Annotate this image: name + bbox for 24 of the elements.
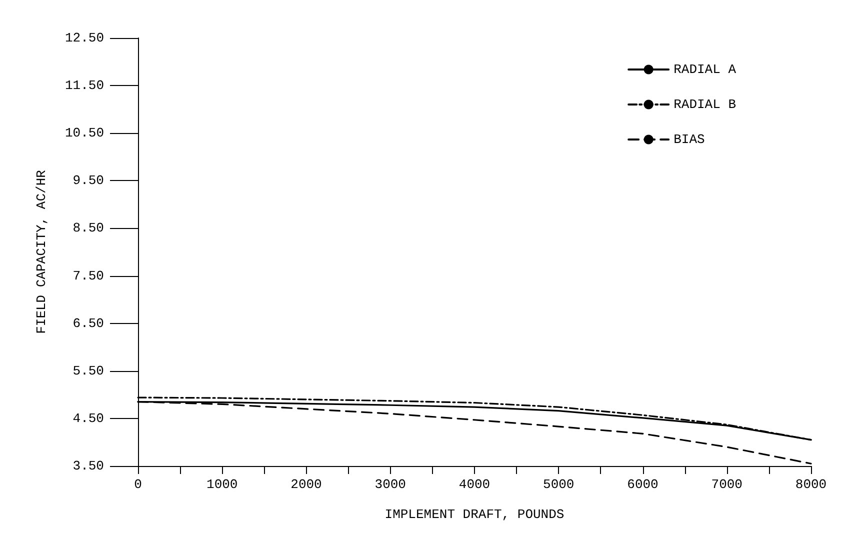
x-axis-title: IMPLEMENT DRAFT, POUNDS: [384, 507, 564, 522]
legend-label: BIAS: [674, 132, 705, 147]
y-tick-label: 3.50: [72, 458, 104, 474]
y-tick-label: 12.50: [64, 30, 104, 46]
x-tick-label: 0: [134, 477, 142, 492]
y-tick-label: 9.50: [72, 173, 104, 188]
legend-label: RADIAL B: [674, 97, 736, 112]
y-tick-label: 11.50: [64, 78, 104, 94]
y-tick-label: 7.50: [72, 268, 104, 284]
x-tick-label: 5000: [543, 477, 574, 492]
x-tick-label: 1000: [206, 477, 238, 492]
x-tick-label: 4000: [458, 477, 490, 492]
x-tick-label: 7000: [711, 477, 742, 492]
x-tick-label: 3000: [374, 477, 406, 492]
x-tick-label: 6000: [627, 477, 658, 492]
x-tick-label: 2000: [290, 477, 322, 492]
y-axis-title: FIELD CAPACITY, AC/HR: [34, 170, 49, 334]
y-tick-label: 8.50: [72, 220, 104, 236]
y-tick-label: 5.50: [72, 363, 104, 378]
y-tick-label: 6.50: [72, 316, 104, 331]
y-tick-label: 4.50: [72, 410, 104, 426]
x-tick-label: 8000: [795, 477, 827, 492]
y-tick-label: 10.50: [64, 126, 104, 141]
legend-label: RADIAL A: [674, 62, 736, 77]
